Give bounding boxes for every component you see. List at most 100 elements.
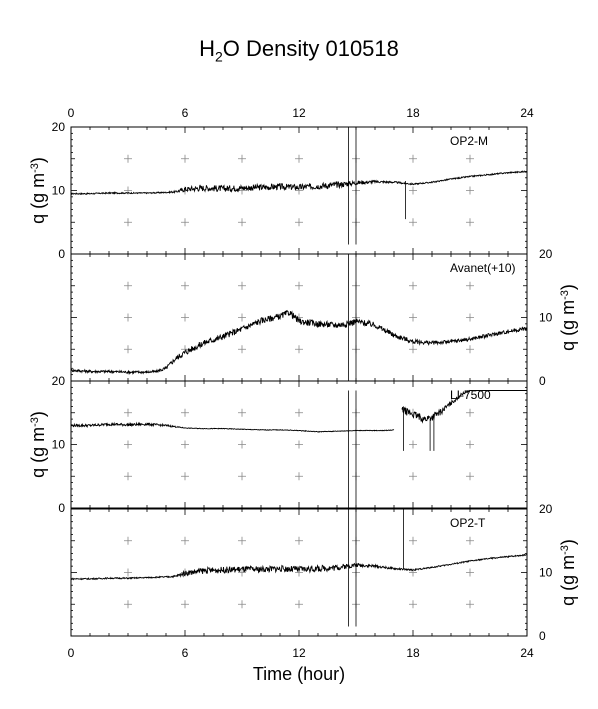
x-tick-label-top: 6 <box>182 106 189 120</box>
grid-cross <box>238 154 246 163</box>
grid-cross <box>181 313 189 322</box>
grid-cross <box>181 408 189 417</box>
y-axis-label-panel-2: q (g m-3) <box>558 284 578 351</box>
y-tick-label: 10 <box>539 311 553 325</box>
grid-cross <box>181 440 189 449</box>
grid-cross <box>295 218 303 227</box>
grid-cross <box>466 440 474 449</box>
grid-cross <box>124 536 132 545</box>
grid-cross <box>409 218 417 227</box>
grid-cross <box>295 408 303 417</box>
grid-cross <box>238 472 246 481</box>
grid-cross <box>295 154 303 163</box>
grid-cross <box>466 408 474 417</box>
grid-cross <box>238 600 246 609</box>
grid-cross <box>181 472 189 481</box>
grid-cross <box>238 313 246 322</box>
grid-cross <box>409 154 417 163</box>
grid-cross <box>409 281 417 290</box>
chart-title-suffix: O Density 010518 <box>222 36 399 61</box>
axis-layer: Time (hour) 0 0 6 6 12 12 18 18 24 24 <box>68 106 534 684</box>
x-tick-label-bottom: 0 <box>68 646 75 660</box>
chart-title-subscript: 2 <box>214 48 223 65</box>
x-tick-label-top: 0 <box>68 106 75 120</box>
grid-cross <box>295 600 303 609</box>
grid-cross <box>295 536 303 545</box>
grid-cross <box>409 440 417 449</box>
grid-cross <box>181 281 189 290</box>
chart-title-prefix: H <box>199 36 215 61</box>
x-axis-label: Time (hour) <box>253 664 345 684</box>
grid-cross <box>466 281 474 290</box>
grid-cross <box>124 281 132 290</box>
grid-cross <box>466 313 474 322</box>
x-tick-label-bottom: 6 <box>182 646 189 660</box>
x-tick-label-bottom: 18 <box>406 646 420 660</box>
y-axis-label-panel-2-sup: -3 <box>559 290 571 300</box>
x-tick-label-bottom: 12 <box>292 646 306 660</box>
chart-title: H2O Density 010518 <box>0 36 598 64</box>
y-tick-label: 10 <box>52 184 66 198</box>
y-axis-label-panel-4-close: ) <box>558 539 578 545</box>
grid-cross <box>124 472 132 481</box>
grid-cross <box>181 600 189 609</box>
grid-cross <box>181 154 189 163</box>
y-tick-label: 20 <box>52 120 66 134</box>
series-line <box>70 170 528 196</box>
grid-cross <box>466 345 474 354</box>
panel-label: Avanet(+10) <box>450 261 516 275</box>
grid-cross <box>238 568 246 577</box>
y-axis-label-panel-4: q (g m-3) <box>558 539 578 606</box>
grid-cross <box>295 281 303 290</box>
grid-cross <box>124 218 132 227</box>
grid-cross <box>466 218 474 227</box>
y-axis-label-panel-4-main: q (g m <box>558 555 578 606</box>
y-tick-label: 20 <box>539 502 553 516</box>
x-tick-label-top: 18 <box>406 106 420 120</box>
grid-cross <box>181 218 189 227</box>
grid-cross <box>124 345 132 354</box>
grid-cross <box>238 536 246 545</box>
series-line <box>401 389 471 424</box>
grid-cross <box>409 186 417 195</box>
series-line <box>70 309 528 376</box>
x-tick-label-top: 24 <box>520 106 534 120</box>
y-axis-label-panel-2-close: ) <box>558 284 578 290</box>
grid-cross <box>295 440 303 449</box>
y-axis-label-panel-1-sup: -3 <box>29 163 41 173</box>
grid-cross <box>409 536 417 545</box>
grid-cross <box>238 440 246 449</box>
panel-1: 0 10 20 q (g m-3) OP2-M <box>28 120 528 261</box>
y-axis-label-panel-3-close: ) <box>28 411 48 417</box>
y-tick-label: 0 <box>58 501 65 515</box>
panel-label: LI-7500 <box>450 388 491 402</box>
panel-4: 0 10 20 q (g m-3) OP2-T <box>70 502 578 643</box>
grid-cross <box>124 440 132 449</box>
y-tick-label: 0 <box>58 247 65 261</box>
panel-label: OP2-T <box>450 516 486 530</box>
grid-cross <box>238 281 246 290</box>
y-axis-label-panel-2-main: q (g m <box>558 300 578 351</box>
grid-cross <box>295 472 303 481</box>
grid-cross <box>124 408 132 417</box>
grid-cross <box>409 600 417 609</box>
panel-3: 0 10 20 q (g m-3) LI-7500 <box>28 374 528 515</box>
y-tick-label: 0 <box>539 629 546 643</box>
y-tick-label: 0 <box>539 374 546 388</box>
grid-cross <box>466 154 474 163</box>
grid-cross <box>409 472 417 481</box>
grid-cross <box>466 600 474 609</box>
grid-cross <box>238 345 246 354</box>
grid-cross <box>238 408 246 417</box>
y-axis-label-panel-3-sup: -3 <box>29 417 41 427</box>
y-tick-label: 20 <box>539 247 553 261</box>
grid-cross <box>466 536 474 545</box>
grid-cross <box>124 600 132 609</box>
y-axis-label-panel-1-main: q (g m <box>28 173 48 224</box>
grid-cross <box>466 568 474 577</box>
grid-cross <box>466 472 474 481</box>
grid-cross <box>181 536 189 545</box>
grid-cross <box>409 345 417 354</box>
